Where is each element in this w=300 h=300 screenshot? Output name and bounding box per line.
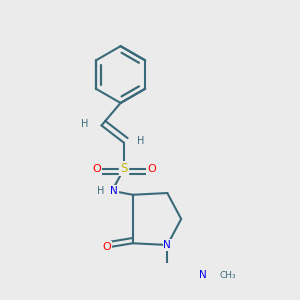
Text: O: O: [147, 164, 156, 174]
Text: H: H: [81, 119, 88, 129]
Text: N: N: [110, 186, 118, 196]
Text: N: N: [164, 240, 171, 250]
Text: O: O: [92, 164, 101, 174]
Text: H: H: [137, 136, 144, 146]
Text: N: N: [199, 270, 206, 280]
Text: S: S: [120, 162, 128, 175]
Text: O: O: [102, 242, 111, 252]
Text: CH₃: CH₃: [220, 271, 236, 280]
Text: H: H: [97, 186, 104, 196]
